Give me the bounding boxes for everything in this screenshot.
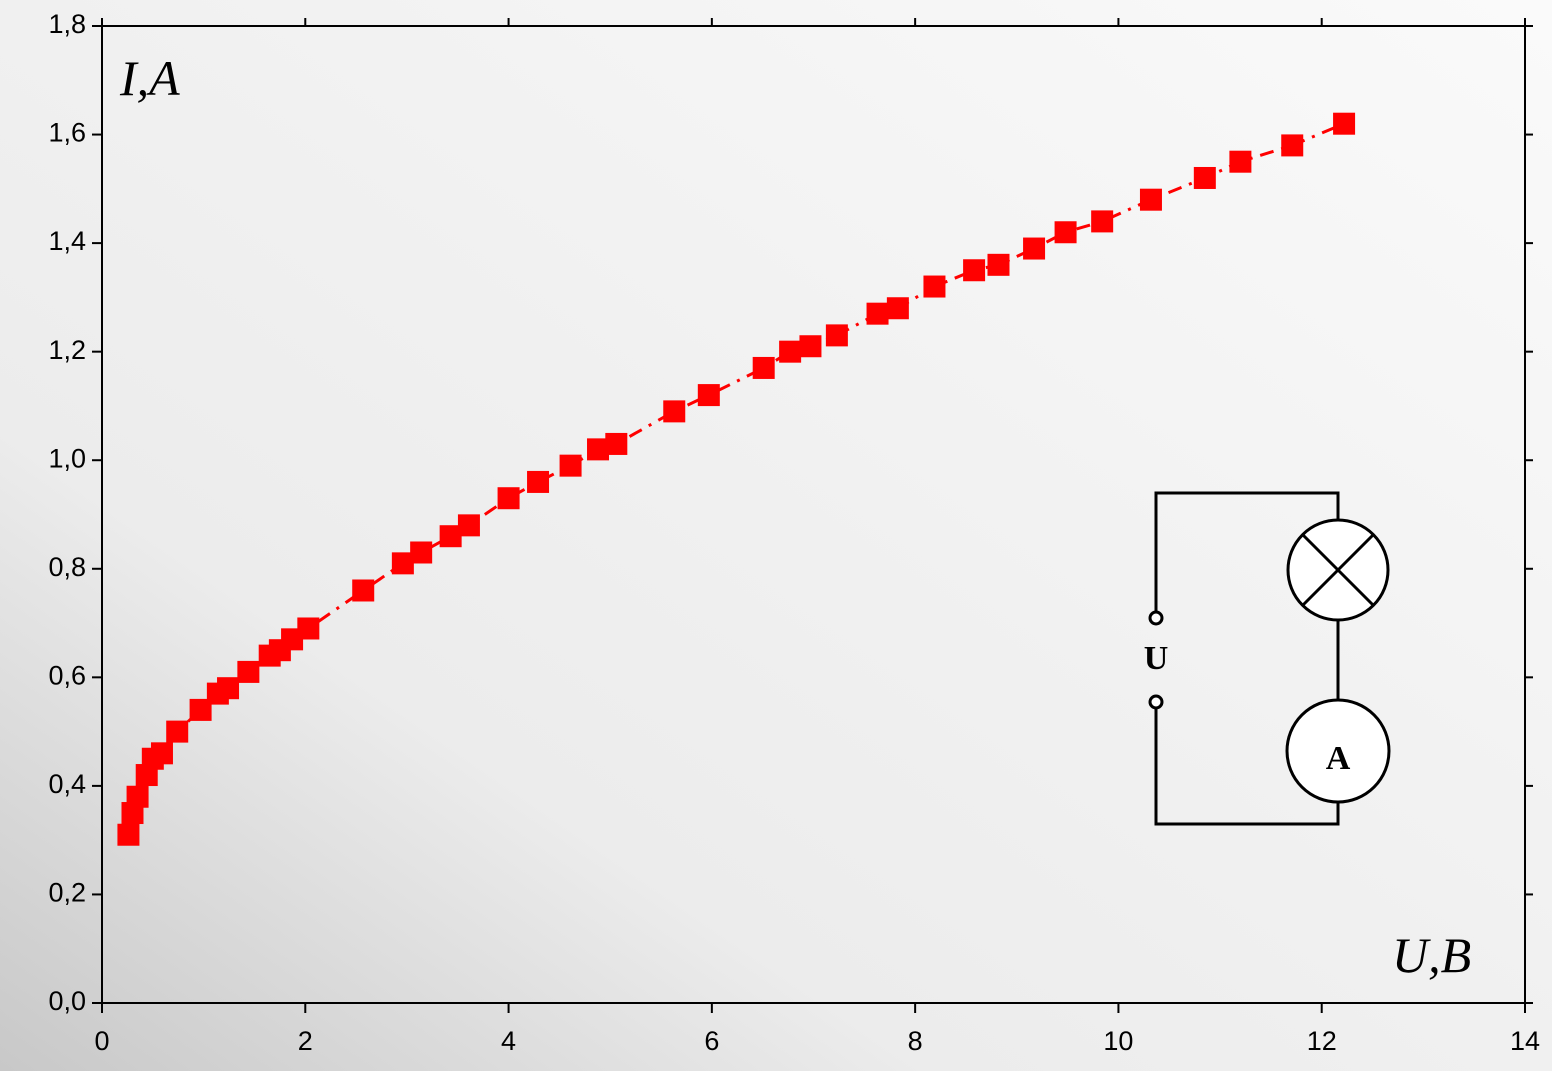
data-point	[1281, 134, 1304, 157]
data-point	[1333, 112, 1356, 135]
data-point	[1229, 150, 1252, 173]
data-point	[497, 487, 520, 510]
data-point	[697, 384, 720, 407]
data-point	[189, 698, 212, 721]
x-tick-label: 12	[1307, 1026, 1337, 1056]
data-point	[559, 454, 582, 477]
x-tick-label: 2	[298, 1026, 313, 1056]
y-tick-label: 1,6	[48, 118, 86, 148]
data-point	[150, 742, 173, 765]
data-point	[923, 275, 946, 298]
x-tick-label: 0	[94, 1026, 109, 1056]
data-point	[605, 432, 628, 455]
terminal	[1148, 694, 1164, 710]
terminal	[1148, 610, 1164, 626]
data-point	[166, 720, 189, 743]
plot-frame	[101, 25, 1526, 1004]
data-point	[987, 253, 1010, 276]
data-point	[663, 400, 686, 423]
y-tick-label: 0,0	[48, 986, 86, 1016]
data-point	[410, 541, 433, 564]
data-point	[527, 470, 550, 493]
data-point	[1091, 210, 1114, 233]
data-point	[457, 514, 480, 537]
ammeter-label: A	[1326, 740, 1351, 777]
y-tick-label: 0,8	[48, 552, 86, 582]
data-point	[799, 335, 822, 358]
data-point	[1139, 188, 1162, 211]
data-point	[1023, 237, 1046, 260]
data-point	[217, 677, 240, 700]
data-point	[752, 356, 775, 379]
x-tick-label: 14	[1510, 1026, 1540, 1056]
data-point	[117, 823, 140, 846]
data-point	[439, 525, 462, 548]
data-point	[237, 660, 260, 683]
circuit-diagram	[1148, 491, 1391, 826]
y-tick-label: 0,4	[48, 769, 86, 799]
data-point	[391, 552, 414, 575]
data-point	[1193, 166, 1216, 189]
data-point	[1054, 221, 1077, 244]
y-tick-label: 1,4	[48, 226, 86, 256]
x-tick-label: 6	[704, 1026, 719, 1056]
y-tick-label: 1,0	[48, 443, 86, 473]
data-point	[352, 579, 375, 602]
data-point	[963, 259, 986, 282]
wire	[1154, 707, 1340, 826]
data-point	[779, 340, 802, 363]
x-axis-label: U,B	[1392, 927, 1471, 983]
data-point	[886, 297, 909, 320]
data-point	[866, 302, 889, 325]
y-axis-label: I,A	[119, 50, 180, 106]
y-tick-label: 1,2	[48, 335, 86, 365]
wire	[1154, 491, 1340, 613]
x-tick-label: 8	[908, 1026, 923, 1056]
ammeter	[1285, 698, 1391, 804]
data-point	[587, 438, 610, 461]
y-tick-label: 0,2	[48, 878, 86, 908]
voltage-label: U	[1144, 640, 1169, 677]
y-tick-label: 0,6	[48, 660, 86, 690]
x-tick-label: 4	[501, 1026, 516, 1056]
data-point	[126, 785, 149, 808]
lamp-cross	[1301, 533, 1375, 607]
data-point	[297, 617, 320, 640]
x-tick-label: 10	[1103, 1026, 1133, 1056]
y-tick-label: 1,8	[48, 9, 86, 39]
data-point	[825, 324, 848, 347]
